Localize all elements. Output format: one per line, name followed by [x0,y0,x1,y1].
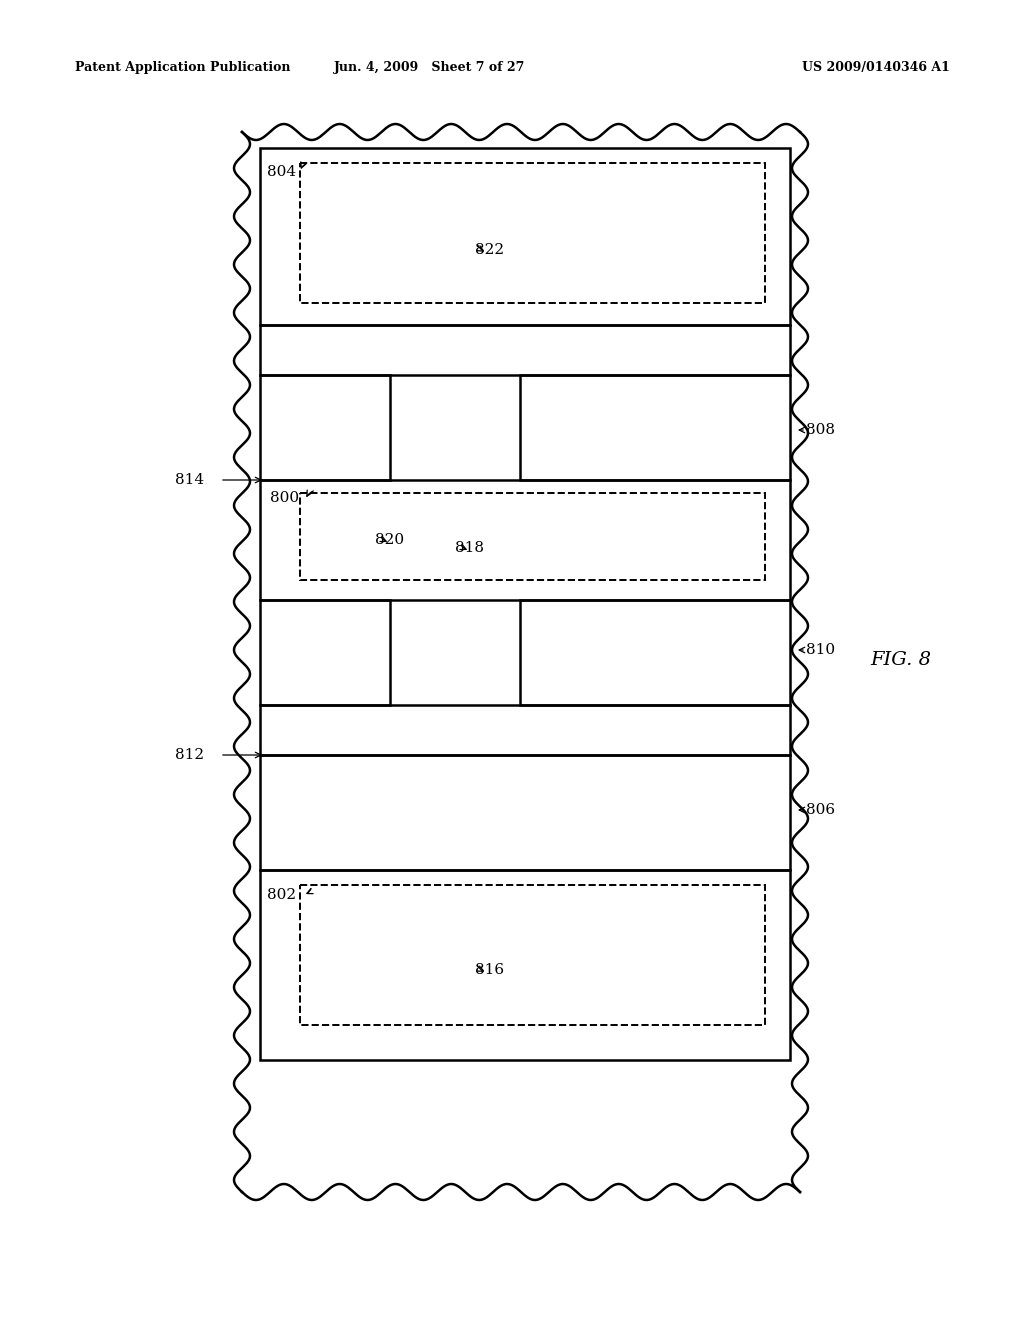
Text: 800: 800 [270,491,299,506]
Bar [520,601,790,705]
Bar [260,148,790,325]
Text: FIG. 8: FIG. 8 [870,651,931,669]
Text: US 2009/0140346 A1: US 2009/0140346 A1 [802,62,950,74]
Text: 810: 810 [806,643,836,657]
Bar [260,755,790,870]
Text: Patent Application Publication: Patent Application Publication [75,62,291,74]
Text: 820: 820 [375,533,404,546]
Bar [260,325,790,375]
Bar [260,375,390,480]
Text: 816: 816 [475,964,505,977]
Text: 814: 814 [175,473,204,487]
Text: 804: 804 [267,165,296,180]
Bar [300,492,765,579]
Bar [260,601,390,705]
Bar [300,162,765,304]
Bar [300,884,765,1026]
Bar [260,705,790,755]
Text: 806: 806 [806,803,836,817]
Text: 802: 802 [267,888,296,902]
Text: 812: 812 [175,748,204,762]
Bar [520,375,790,480]
Text: Jun. 4, 2009   Sheet 7 of 27: Jun. 4, 2009 Sheet 7 of 27 [334,62,525,74]
Text: 808: 808 [806,422,835,437]
Bar [260,480,790,601]
Text: 818: 818 [455,541,484,554]
Bar [260,870,790,1060]
Text: 822: 822 [475,243,505,257]
